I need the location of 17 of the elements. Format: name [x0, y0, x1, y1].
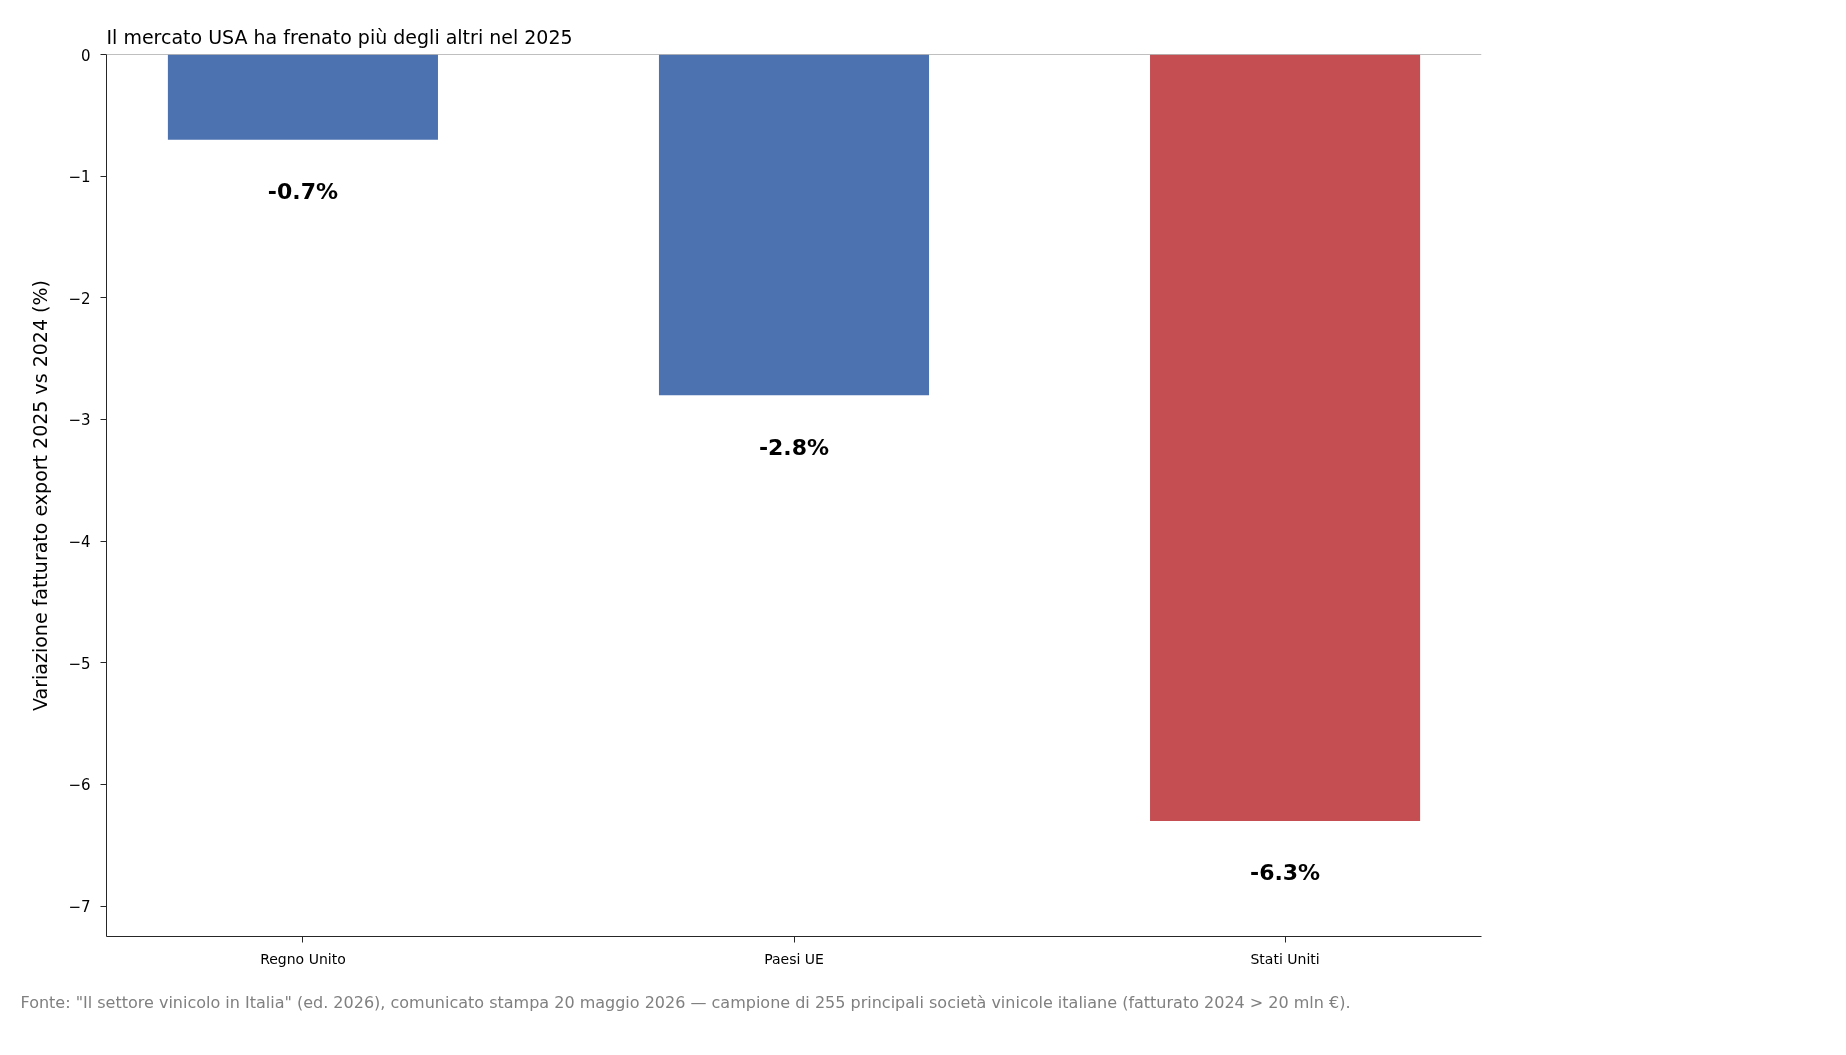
y-tick-label: −4 [68, 533, 91, 552]
y-tick-label: 0 [80, 46, 91, 65]
y-tick-label: −2 [68, 289, 91, 308]
chart-title: Il mercato USA ha frenato più degli altri nel 2025 [106, 25, 573, 48]
y-tick-label: −7 [68, 898, 91, 917]
y-tick-label: −6 [68, 776, 91, 795]
x-tick-label: Paesi UE [764, 950, 824, 967]
data-label: -0.7% [267, 179, 339, 205]
x-tick-label: Regno Unito [260, 950, 346, 967]
y-tick-label: −3 [68, 411, 91, 430]
source-note: Fonte: "Il settore vinicolo in Italia" (ed. 2026), comunicato stampa 20 maggio 2026 — campione di 255 principali società vinicole italiane (fatturato 2024 > 20 mln €). [20, 992, 1351, 1012]
y-tick-label: −5 [68, 654, 91, 673]
data-label: -6.3% [1250, 860, 1321, 886]
y-axis-title: Variazione fatturato export 2025 vs 2024 (%) [29, 280, 52, 711]
y-tick-label: −1 [68, 168, 91, 187]
data-label: -2.8% [758, 434, 830, 460]
x-tick-label: Stati Uniti [1250, 950, 1320, 967]
